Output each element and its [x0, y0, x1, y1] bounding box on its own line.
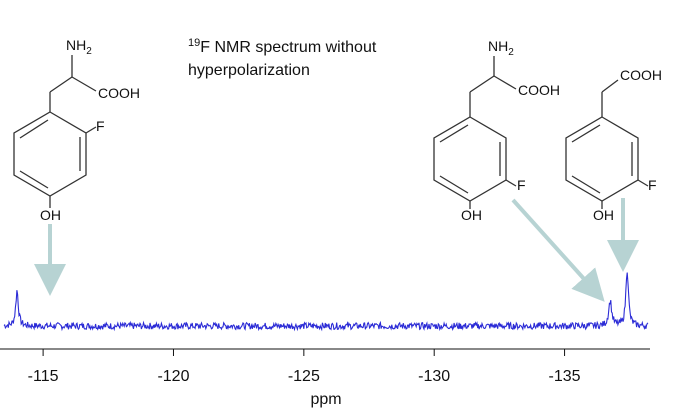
bond-fluoro — [85, 126, 97, 134]
x-axis-label: ppm — [310, 391, 341, 408]
hydroxyl-label: OH — [593, 207, 614, 223]
bond-alpha — [469, 75, 495, 93]
molecule-2-fluorotyrosine: NH2 COOH F OH — [13, 37, 140, 223]
bond-fluoro — [637, 179, 649, 187]
x-axis-ticks: -115 -120 -125 -130 -135 — [28, 349, 581, 385]
double-bond-1 — [439, 124, 469, 143]
hydroxyl-label: OH — [461, 207, 482, 223]
acid-label: COOH — [518, 82, 560, 98]
molecule-3-fluorotyrosine: NH2 COOH F OH — [433, 38, 560, 223]
bond-fluoro — [505, 179, 517, 187]
x-tick-label: -135 — [549, 368, 581, 385]
chart-title: 19F NMR spectrum without — [188, 37, 377, 56]
arrow-peak-2 — [511, 198, 605, 302]
bond-alpha — [49, 76, 73, 93]
bond-acid — [601, 79, 619, 93]
fluorine-label: F — [96, 118, 105, 134]
fluorine-label: F — [648, 177, 657, 193]
spectrum-trace — [3, 272, 649, 332]
chart-title-line-2: hyperpolarization — [188, 62, 310, 79]
amine-label: NH2 — [488, 38, 514, 58]
x-tick-label: -130 — [418, 368, 450, 385]
x-tick-label: -120 — [157, 368, 189, 385]
bond-acid — [493, 75, 517, 90]
x-tick-label: -125 — [288, 368, 320, 385]
title-superscript: 19 — [188, 37, 200, 49]
hydroxyl-label: OH — [40, 207, 61, 223]
acid-label: COOH — [98, 85, 140, 101]
double-bond-3 — [19, 170, 49, 189]
double-bond-1 — [19, 119, 49, 139]
double-bond-3 — [571, 175, 601, 194]
double-bond-3 — [439, 175, 469, 194]
title-line-1: F NMR spectrum without — [200, 39, 377, 56]
x-tick-label: -115 — [28, 368, 59, 385]
double-bond-1 — [571, 124, 601, 143]
benzene-ring — [13, 111, 87, 197]
benzene-ring — [433, 116, 507, 202]
amine-label: NH2 — [66, 37, 92, 57]
bond-acid — [71, 76, 97, 92]
acid-label: COOH — [620, 67, 662, 83]
fluorine-label: F — [517, 177, 526, 193]
benzene-ring — [565, 116, 639, 202]
molecule-fluoro-hydroxyphenylacetic-acid: COOH F OH — [565, 67, 662, 223]
